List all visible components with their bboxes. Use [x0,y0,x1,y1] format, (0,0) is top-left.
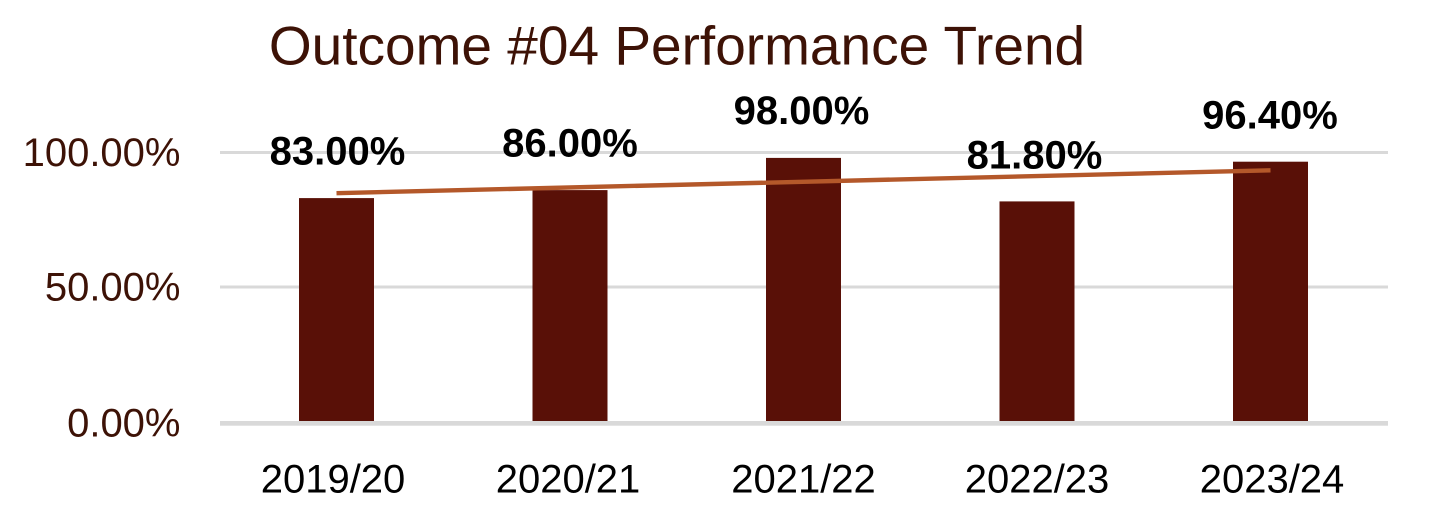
svg-text:98.00%: 98.00% [734,89,870,133]
svg-text:2023/24: 2023/24 [1200,458,1345,502]
svg-text:0.00%: 0.00% [67,402,180,446]
svg-text:86.00%: 86.00% [502,122,638,166]
svg-text:81.80%: 81.80% [967,134,1103,178]
svg-text:2022/23: 2022/23 [965,458,1110,502]
svg-text:Outcome #04 Performance Trend: Outcome #04 Performance Trend [269,15,1085,77]
svg-text:2019/20: 2019/20 [261,458,406,502]
svg-text:96.40%: 96.40% [1202,93,1338,137]
svg-text:100.00%: 100.00% [23,131,181,175]
svg-text:2020/21: 2020/21 [496,458,641,502]
svg-text:50.00%: 50.00% [45,266,181,310]
svg-text:83.00%: 83.00% [270,130,406,174]
svg-text:2021/22: 2021/22 [731,458,876,502]
